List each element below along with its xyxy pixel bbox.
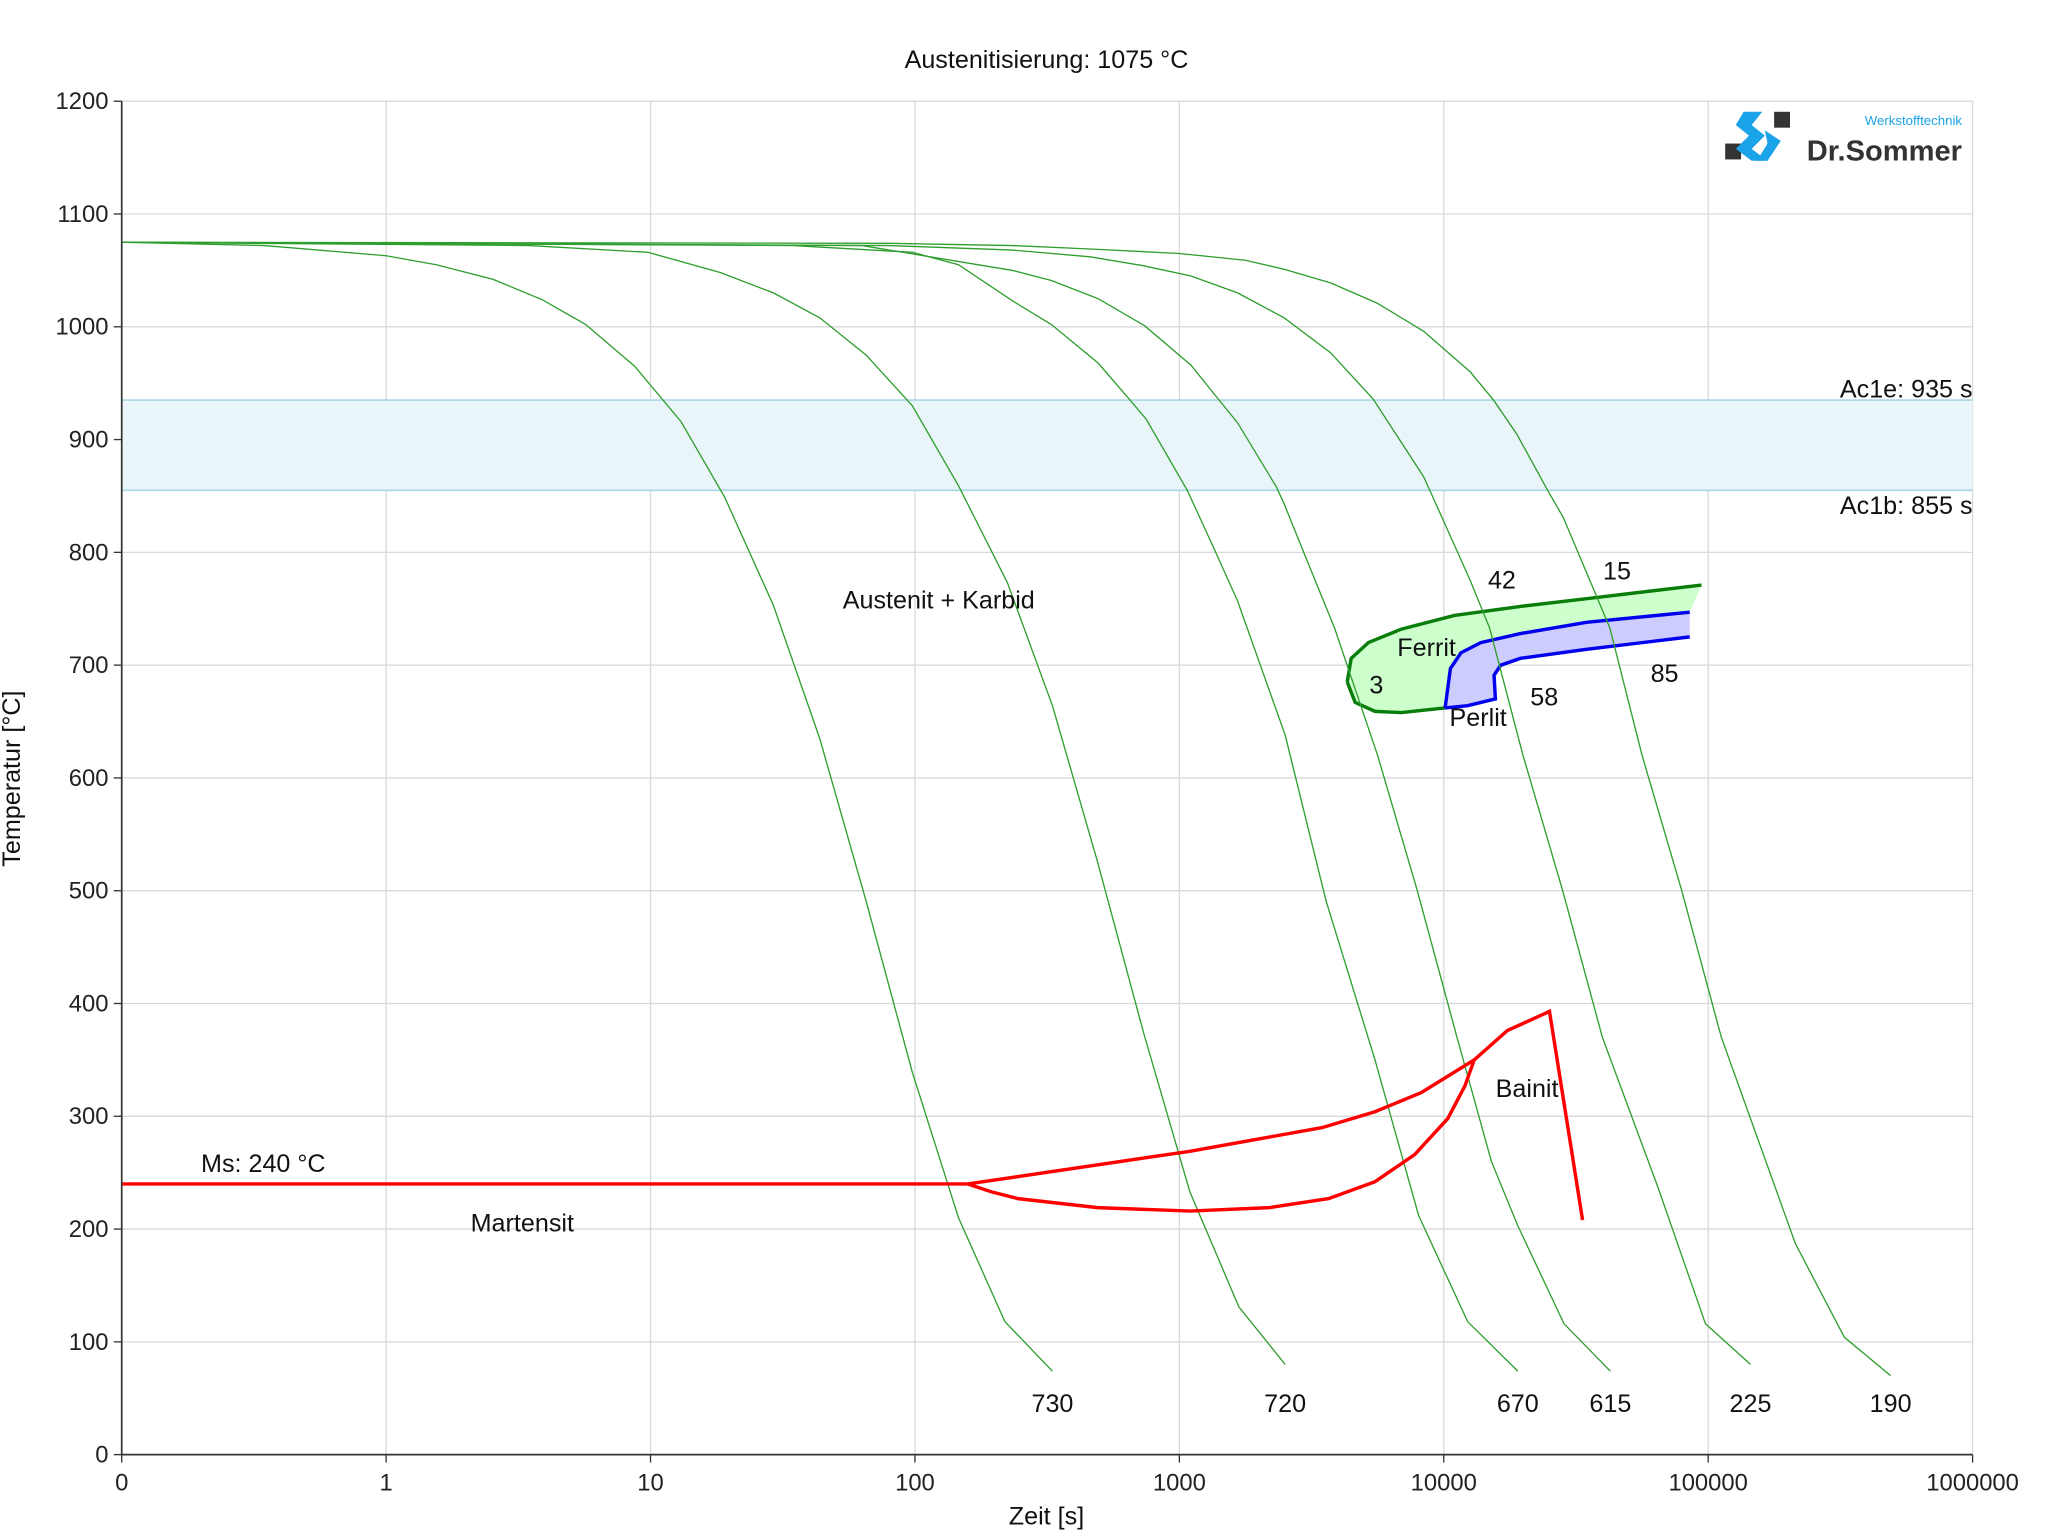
pearlite-start-line xyxy=(1443,610,1690,709)
ac1e-label: Ac1e: 935 s xyxy=(1840,375,1973,403)
logo-brand: Dr.Sommer xyxy=(1807,136,1962,168)
ferrite-area xyxy=(1347,585,1702,713)
annotation-label: 15 xyxy=(1603,557,1631,585)
cooling-curve-670 xyxy=(121,241,1519,1372)
y-tick-label: 1100 xyxy=(57,201,108,228)
logo-sub: Werkstofftechnik xyxy=(1865,113,1963,128)
y-tick-label: 600 xyxy=(69,765,109,792)
y-tick-label: 500 xyxy=(69,878,109,905)
cooling-rate-label: 190 xyxy=(1870,1390,1912,1418)
y-tick-label: 100 xyxy=(69,1329,109,1356)
pearlite-end-line xyxy=(1444,635,1690,710)
ferrite-start-line xyxy=(1345,583,1702,683)
annotation-label: 3 xyxy=(1369,671,1383,699)
annotation-label: Ferrit xyxy=(1397,634,1456,662)
y-tick-label: 1200 xyxy=(56,88,109,115)
cooling-curve-190 xyxy=(121,241,1891,1377)
x-tick-label: 100 xyxy=(895,1469,935,1496)
dr-sommer-logo: Werkstofftechnik Dr.Sommer xyxy=(1725,111,1963,168)
annotation-label: Perlit xyxy=(1450,704,1507,732)
y-tick-label: 400 xyxy=(69,990,109,1017)
annotation-label: 85 xyxy=(1651,660,1679,688)
cooling-rate-label: 670 xyxy=(1497,1390,1539,1418)
logo-mark xyxy=(1735,111,1768,161)
chart-title: Austenitisierung: 1075 °C xyxy=(905,46,1189,74)
axes: 0100200300400500600700800900100011001200… xyxy=(56,88,2019,1496)
y-tick-label: 200 xyxy=(69,1216,109,1243)
ms-label: Ms: 240 °C xyxy=(201,1150,326,1178)
annotation-label: 42 xyxy=(1488,566,1516,594)
x-tick-label: 1000 xyxy=(1153,1469,1206,1496)
annotation-label: Bainit xyxy=(1496,1075,1559,1103)
annotations: Ac1e: 935 s Ac1b: 855 s 730 720 670 615 225 190… xyxy=(201,375,1973,1417)
y-tick-label: 800 xyxy=(69,539,109,566)
cooling-rate-label: 730 xyxy=(1031,1390,1073,1418)
cooling-curve-225 xyxy=(121,241,1751,1365)
ac1b-label: Ac1b: 855 s xyxy=(1840,492,1973,520)
y-tick-label: 300 xyxy=(69,1103,109,1130)
annotation-label: Austenit + Karbid xyxy=(843,587,1035,615)
bainite-end-line xyxy=(967,1059,1476,1213)
y-tick-label: 900 xyxy=(69,427,109,454)
y-tick-label: 1000 xyxy=(56,314,109,341)
annotation-label: Martensit xyxy=(471,1209,574,1237)
bainite-start-line xyxy=(967,1008,1585,1221)
phase-areas xyxy=(1345,583,1702,715)
x-tick-label: 10 xyxy=(637,1469,663,1496)
y-tick-label: 700 xyxy=(69,652,109,679)
annotation-label: 58 xyxy=(1530,684,1558,712)
ferrite-nose-line xyxy=(1345,681,1446,715)
cooling-curves xyxy=(121,241,1891,1377)
ac1-band xyxy=(121,399,1973,492)
x-axis-label: Zeit [s] xyxy=(1009,1503,1084,1531)
logo-square xyxy=(1725,143,1742,160)
y-tick-label: 0 xyxy=(95,1442,108,1469)
pearlite-area xyxy=(1445,612,1690,708)
grid xyxy=(121,100,1974,1455)
x-tick-label: 1 xyxy=(380,1469,393,1496)
x-tick-label: 0 xyxy=(115,1469,128,1496)
cooling-rate-label: 225 xyxy=(1730,1390,1772,1418)
cooling-curve-730 xyxy=(121,241,1053,1372)
cooling-curve-720 xyxy=(121,241,1286,1365)
x-tick-label: 10000 xyxy=(1411,1469,1477,1496)
cooling-curve-615 xyxy=(121,241,1611,1372)
cooling-rate-label: 720 xyxy=(1264,1390,1306,1418)
ac1-band-fill xyxy=(121,400,1973,491)
x-tick-label: 1000000 xyxy=(1926,1469,2019,1496)
y-axis-label: Temperatur [°C] xyxy=(0,690,26,866)
logo-square xyxy=(1774,111,1791,128)
logo-mark xyxy=(1756,130,1781,161)
cooling-rate-label: 615 xyxy=(1589,1390,1631,1418)
x-tick-label: 100000 xyxy=(1668,1469,1747,1496)
